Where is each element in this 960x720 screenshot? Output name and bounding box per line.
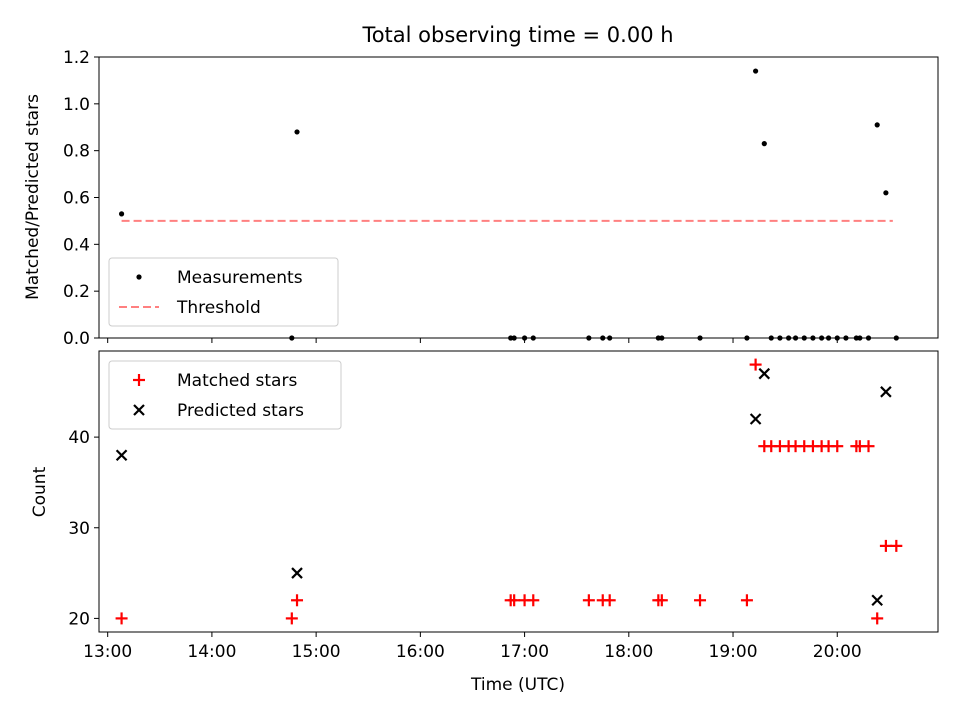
matched-star-point bbox=[508, 594, 521, 607]
legend-measurements-label: Measurements bbox=[177, 268, 303, 288]
y-tick-label: 0.0 bbox=[63, 329, 90, 349]
predicted-star-point bbox=[758, 367, 771, 380]
x-tick-label: 19:00 bbox=[709, 642, 758, 662]
x-tick-label: 14:00 bbox=[187, 642, 236, 662]
matched-star-point bbox=[655, 594, 668, 607]
y-tick-label: 30 bbox=[68, 519, 90, 539]
matched-star-point bbox=[285, 612, 298, 625]
bottom-panel: 20 30 40 13:00 14:00 15:00 16:00 17:00 18:00 19:… bbox=[30, 350, 939, 695]
measurement-point bbox=[761, 141, 767, 147]
legend-predicted-label: Predicted stars bbox=[177, 401, 304, 421]
predicted-star-point bbox=[871, 594, 883, 607]
x-tick-label: 15:00 bbox=[292, 642, 341, 662]
chart-title: Total observing time = 0.00 h bbox=[361, 23, 673, 47]
x-tick-label: 17:00 bbox=[500, 642, 549, 662]
legend-matched-marker bbox=[133, 374, 145, 386]
matched-star-point bbox=[582, 594, 595, 607]
x-tick-label: 16:00 bbox=[396, 642, 445, 662]
measurement-point bbox=[294, 129, 300, 135]
measurement-point bbox=[118, 211, 125, 217]
y-tick-label: 1.2 bbox=[63, 48, 90, 68]
matched-star-point bbox=[871, 612, 884, 625]
measurement-point bbox=[753, 68, 759, 74]
x-tick-label: 13:00 bbox=[83, 642, 132, 662]
matched-star-point bbox=[740, 594, 753, 607]
bottom-y-axis-label: Count bbox=[30, 466, 50, 517]
legend-measurements-marker bbox=[136, 274, 142, 280]
measurement-point bbox=[883, 190, 889, 196]
y-tick-label: 0.8 bbox=[63, 142, 90, 162]
top-y-ticks: 0.0 0.2 0.4 0.6 0.8 1.0 1.2 bbox=[63, 48, 99, 349]
x-tick-label: 18:00 bbox=[604, 642, 653, 662]
bottom-legend-box bbox=[108, 360, 342, 430]
y-tick-label: 40 bbox=[68, 428, 90, 448]
bottom-panel-frame bbox=[98, 350, 939, 633]
y-tick-label: 0.6 bbox=[63, 189, 90, 209]
matched-star-point bbox=[879, 539, 892, 552]
legend-threshold-label: Threshold bbox=[176, 298, 261, 318]
matched-star-point bbox=[603, 594, 616, 607]
x-tick-label: 20:00 bbox=[813, 642, 862, 662]
y-tick-label: 0.4 bbox=[63, 235, 90, 255]
predicted-star-point bbox=[291, 567, 303, 579]
predicted-star-point bbox=[749, 413, 762, 425]
y-tick-label: 20 bbox=[68, 609, 90, 629]
top-x-ticks bbox=[107, 338, 838, 343]
predicted-star-point bbox=[115, 449, 128, 462]
bottom-x-ticks: 13:00 14:00 15:00 16:00 17:00 18:00 19:00 20:00 bbox=[83, 632, 862, 662]
x-axis-label: Time (UTC) bbox=[470, 675, 565, 695]
matched-star-point bbox=[831, 440, 844, 453]
bottom-panel-marks bbox=[115, 358, 903, 625]
measurement-point bbox=[874, 122, 880, 128]
matched-star-point bbox=[291, 594, 304, 607]
legend-matched-label: Matched stars bbox=[177, 371, 297, 391]
top-y-axis-label: Matched/Predicted stars bbox=[23, 94, 43, 300]
matched-star-point bbox=[115, 612, 128, 625]
matched-star-point bbox=[862, 440, 875, 453]
bottom-legend: Matched stars Predicted stars bbox=[108, 360, 342, 430]
bottom-y-ticks: 20 30 40 bbox=[68, 428, 99, 629]
y-tick-label: 0.2 bbox=[63, 282, 90, 302]
matched-star-point bbox=[890, 539, 903, 552]
predicted-star-point bbox=[880, 386, 892, 398]
legend-predicted-marker bbox=[133, 404, 145, 416]
matched-star-point bbox=[694, 594, 707, 607]
top-legend: Measurements Threshold bbox=[108, 257, 339, 327]
top-panel: 0.0 0.2 0.4 0.6 0.8 1.0 1.2 Matched/Predicted … bbox=[23, 48, 939, 349]
matched-star-point bbox=[749, 358, 762, 371]
matched-star-point bbox=[527, 594, 540, 607]
top-legend-box bbox=[108, 257, 339, 327]
y-tick-label: 1.0 bbox=[63, 95, 90, 115]
